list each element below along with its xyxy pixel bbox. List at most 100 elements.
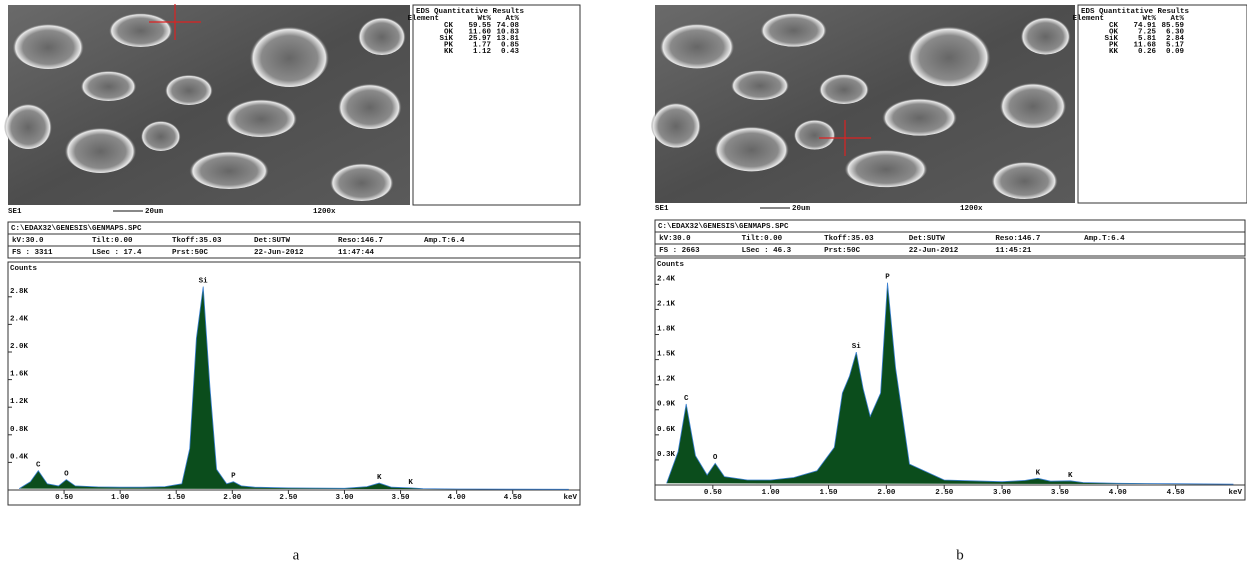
results-cell: 13.81 <box>496 35 519 43</box>
y-tick-label: 1.8K <box>657 326 676 334</box>
sem-particle <box>793 117 836 150</box>
peak-label: P <box>231 473 236 481</box>
acq-setting: Det:SUTW <box>909 235 946 243</box>
results-header: Wt% <box>477 15 491 23</box>
results-cell: 11.60 <box>468 28 491 36</box>
y-tick-label: 1.2K <box>657 376 676 384</box>
acq-setting: Tilt:0.00 <box>92 237 133 245</box>
results-cell: 6.30 <box>1166 28 1185 36</box>
acq-setting: Reso:146.7 <box>338 237 383 245</box>
sem-particle <box>140 119 181 151</box>
spectrum <box>666 282 1234 485</box>
results-header: At% <box>505 15 519 23</box>
sem-scale: 20um <box>792 205 811 213</box>
sem-scale: 20um <box>145 208 164 216</box>
y-tick-label: 2.0K <box>10 343 29 351</box>
results-cell: 25.97 <box>468 35 491 43</box>
sem-particle <box>760 10 828 47</box>
sem-particle <box>713 123 790 172</box>
y-tick-label: 1.2K <box>10 398 29 406</box>
y-tick-label: 0.9K <box>657 401 676 409</box>
spectrum <box>18 286 569 490</box>
results-cell: 0.09 <box>1166 48 1185 56</box>
x-tick-label: 2.50 <box>935 489 954 497</box>
x-axis-label: keV <box>563 494 577 502</box>
sem-detector: SE1 <box>8 208 22 216</box>
results-header: Element <box>1072 15 1104 23</box>
results-cell: 5.81 <box>1138 35 1157 43</box>
acq-setting: LSec : 17.4 <box>92 249 142 257</box>
sem-particle <box>650 100 702 148</box>
results-cell: 0.26 <box>1138 48 1157 56</box>
x-tick-label: 2.00 <box>223 494 242 502</box>
plot-box <box>654 257 1246 501</box>
results-box <box>412 4 581 206</box>
results-cell: CK <box>1109 22 1119 30</box>
acq-setting: Tkoff:35.03 <box>824 235 874 243</box>
results-cell: KK <box>1109 48 1119 56</box>
peak-label: Si <box>199 277 209 285</box>
peak-label: C <box>684 395 689 403</box>
results-cell: 74.91 <box>1133 22 1156 30</box>
results-cell: 2.84 <box>1166 35 1185 43</box>
x-tick-label: 1.00 <box>762 489 781 497</box>
results-header: Wt% <box>1142 15 1156 23</box>
acq-setting: kV:30.0 <box>659 235 691 243</box>
results-cell: 1.12 <box>473 48 492 56</box>
spectrum-file: C:\EDAX32\GENESIS\GENMAPS.SPC <box>11 225 142 233</box>
x-tick-label: 4.50 <box>1167 489 1186 497</box>
results-cell: 5.17 <box>1166 41 1184 49</box>
peak-label: K <box>1068 472 1073 480</box>
results-cell: PK <box>444 41 454 49</box>
results-cell: 0.85 <box>501 41 520 49</box>
acq-setting: Amp.T:6.4 <box>1084 235 1125 243</box>
y-tick-label: 1.5K <box>657 351 676 359</box>
results-cell: 59.55 <box>468 22 491 30</box>
results-cell: CK <box>444 22 454 30</box>
peak-label: C <box>36 462 41 470</box>
sem-particle <box>991 159 1059 200</box>
sem-particle <box>999 80 1067 128</box>
acq-setting: Tkoff:35.03 <box>172 237 222 245</box>
y-tick-label: 2.1K <box>657 300 676 308</box>
results-header: Element <box>407 15 439 23</box>
sem-particle <box>108 11 173 47</box>
results-box <box>1077 4 1247 204</box>
results-cell: SiK <box>1104 35 1118 43</box>
acq-setting: Amp.T:6.4 <box>424 237 465 245</box>
y-axis-label: Counts <box>10 265 38 273</box>
results-cell: 7.25 <box>1138 28 1157 36</box>
sem-particle <box>164 73 214 105</box>
sem-particle <box>188 149 270 189</box>
acq-setting: 11:47:44 <box>338 249 375 257</box>
acq-setting: Det:SUTW <box>254 237 291 245</box>
acq-setting: Prst:50C <box>824 247 861 255</box>
x-tick-label: 4.00 <box>448 494 467 502</box>
sem-particle <box>64 125 137 173</box>
sem-particle <box>818 72 870 105</box>
results-cell: OK <box>444 28 454 36</box>
sem-particle <box>249 23 330 87</box>
x-tick-label: 1.50 <box>820 489 839 497</box>
results-cell: 1.77 <box>473 41 491 49</box>
acq-setting: Prst:50C <box>172 249 209 257</box>
x-tick-label: 0.50 <box>704 489 723 497</box>
spectrum-file: C:\EDAX32\GENESIS\GENMAPS.SPC <box>658 223 789 231</box>
y-tick-label: 0.3K <box>657 451 676 459</box>
sem-particle <box>337 81 402 129</box>
results-cell: OK <box>1109 28 1119 36</box>
results-cell: SiK <box>439 35 453 43</box>
sem-particle <box>881 96 958 136</box>
acq-setting: FS : 2663 <box>659 247 700 255</box>
x-tick-label: 3.00 <box>335 494 354 502</box>
x-tick-label: 4.50 <box>504 494 523 502</box>
panel-caption: b <box>956 547 964 563</box>
peak-label: Si <box>852 343 862 351</box>
sem-particle <box>844 147 928 188</box>
sem-detector: SE1 <box>655 205 669 213</box>
x-tick-label: 3.50 <box>1051 489 1070 497</box>
results-title: EDS Quantitative Results <box>416 8 525 16</box>
y-tick-label: 2.8K <box>10 288 29 296</box>
